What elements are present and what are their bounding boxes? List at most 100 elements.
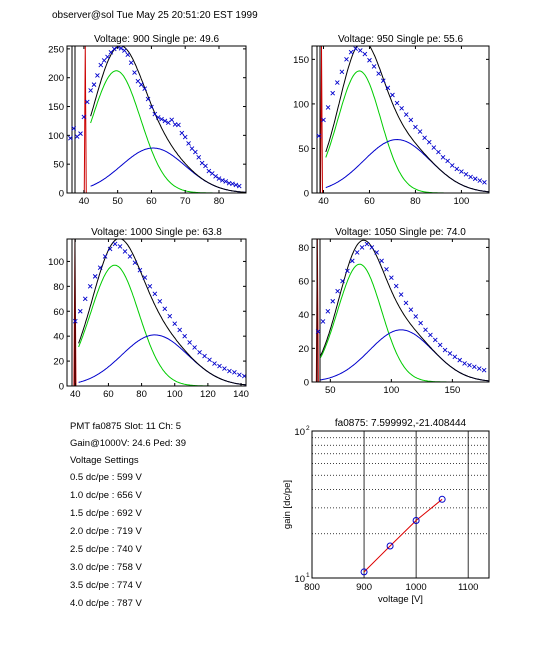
data-point <box>223 179 229 184</box>
data-point <box>399 106 404 111</box>
plot-frame <box>66 45 247 194</box>
data-point <box>339 69 345 75</box>
data-point <box>155 115 161 120</box>
data-point <box>189 146 195 151</box>
data-point <box>463 171 469 177</box>
data-point <box>394 100 400 106</box>
data-point <box>97 265 103 270</box>
x-tick-label: 150 <box>444 385 460 396</box>
data-point <box>457 357 463 363</box>
data-point <box>413 314 419 319</box>
y-tick-label: 10 <box>294 427 305 438</box>
data-point <box>413 124 418 130</box>
single-pe-fit-curve <box>78 264 246 386</box>
data-point <box>354 250 360 255</box>
data-point <box>348 49 354 55</box>
gain-point <box>360 568 368 576</box>
data-point <box>216 176 222 181</box>
total-fit-curve <box>90 46 246 193</box>
data-point <box>431 145 437 150</box>
x-tick-label: 100 <box>383 385 399 396</box>
data-point <box>192 345 197 350</box>
data-point <box>459 169 464 174</box>
voltage-setting: 4.0 dc/pe : 787 V <box>70 598 142 609</box>
data-point <box>374 250 380 255</box>
data-point <box>91 82 97 87</box>
x-tick-label: 800 <box>304 582 320 593</box>
data-point <box>380 78 386 84</box>
data-point <box>177 327 183 333</box>
x-tick-label: 40 <box>79 196 90 207</box>
data-point <box>369 245 375 250</box>
voltage-setting: 1.0 dc/pe : 656 V <box>70 490 142 501</box>
x-tick-label: 60 <box>146 196 157 207</box>
info-gain-line: Gain@1000V: 24.6 Ped: 39 <box>70 438 186 449</box>
data-point <box>108 50 114 55</box>
y-tick-label: 40 <box>298 310 309 321</box>
data-point <box>145 96 151 102</box>
data-point <box>344 57 349 62</box>
data-point <box>232 369 237 375</box>
data-point <box>157 298 163 304</box>
data-point <box>82 296 88 302</box>
info-voltage-title: Voltage Settings <box>70 455 139 466</box>
data-point <box>132 260 138 265</box>
data-point <box>417 129 423 134</box>
data-point <box>445 158 450 164</box>
plot-curves <box>68 46 246 193</box>
data-point <box>118 46 124 51</box>
data-point <box>207 357 212 363</box>
data-point <box>403 112 409 117</box>
y-tick-label: 50 <box>298 144 309 155</box>
data-point <box>179 130 185 136</box>
data-point <box>138 82 144 87</box>
x-tick-label: 1100 <box>458 582 478 593</box>
data-point <box>408 307 414 312</box>
data-point <box>227 368 232 374</box>
data-point <box>196 154 202 160</box>
x-axis-label: voltage [V] <box>378 594 423 605</box>
data-point <box>330 298 336 304</box>
gain-fit-line <box>363 498 443 573</box>
y-tick-label: 80 <box>53 282 64 293</box>
y-tick-label: 100 <box>293 99 309 110</box>
data-point <box>330 90 336 96</box>
data-point <box>203 163 208 169</box>
x-tick-label: 100 <box>167 389 183 400</box>
y-tick-label: 20 <box>298 344 309 355</box>
y-tick-label: 40 <box>53 332 64 343</box>
double-pe-fit-curve <box>78 334 246 386</box>
y-tick-label: 100 <box>48 257 64 268</box>
data-point <box>72 318 78 324</box>
data-point <box>385 85 391 91</box>
data-point <box>379 258 384 264</box>
data-point <box>122 48 127 53</box>
data-point <box>127 254 133 259</box>
single-pe-fit-curve <box>90 70 246 193</box>
data-point <box>182 134 188 140</box>
data-point <box>142 275 148 280</box>
data-point <box>84 99 90 105</box>
y-tick-label: 0 <box>304 189 309 200</box>
voltage-setting: 1.5 dc/pe : 692 V <box>70 508 142 519</box>
x-tick-label: 80 <box>214 196 225 207</box>
data-point <box>423 327 428 333</box>
x-tick-label: 50 <box>325 385 336 396</box>
y-tick-exponent: 1 <box>306 572 310 579</box>
data-point <box>152 111 158 117</box>
y-tick-label: 0 <box>59 189 64 200</box>
data-point <box>432 337 438 343</box>
gain-point <box>412 517 420 525</box>
x-tick-label: 40 <box>318 196 329 207</box>
data-point <box>353 46 358 51</box>
data-point <box>472 176 478 182</box>
data-point <box>132 70 137 75</box>
data-point <box>117 244 123 249</box>
data-point <box>197 350 202 355</box>
data-point <box>482 179 487 185</box>
data-point <box>367 57 372 63</box>
y-tick-label: 50 <box>53 160 64 171</box>
plot-frame <box>311 45 490 194</box>
x-tick-label: 140 <box>233 389 249 400</box>
data-point <box>222 366 227 371</box>
